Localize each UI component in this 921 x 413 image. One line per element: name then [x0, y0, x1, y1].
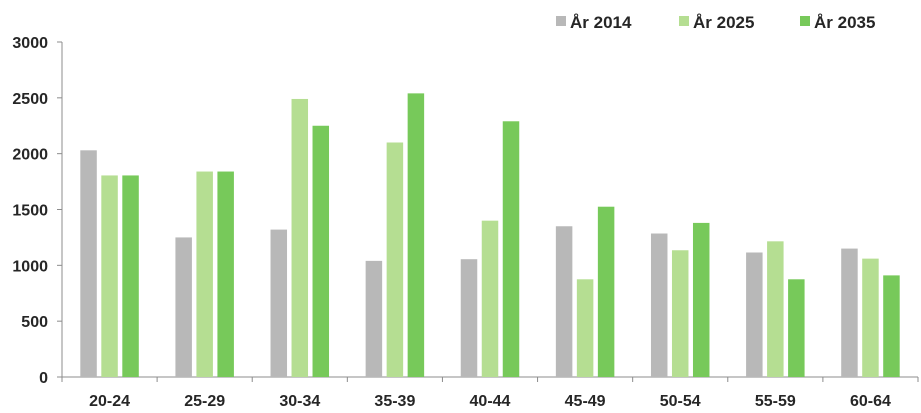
bars — [80, 93, 900, 378]
x-tick-label: 45-49 — [565, 393, 606, 410]
bar — [217, 171, 234, 377]
bar — [767, 241, 784, 377]
bar — [80, 150, 97, 377]
legend-label: År 2025 — [693, 13, 754, 32]
x-tick-label: 40-44 — [470, 393, 511, 410]
bar — [502, 121, 520, 378]
x-tick-label: 55-59 — [755, 393, 796, 410]
bar — [746, 252, 763, 377]
legend-swatch — [556, 16, 566, 26]
bar — [576, 279, 594, 377]
bar — [841, 248, 858, 377]
bar — [597, 206, 615, 377]
y-tick-label: 1000 — [12, 258, 48, 275]
x-tick-label: 50-54 — [660, 393, 701, 410]
x-tick-label: 60-64 — [850, 393, 891, 410]
legend: År 2014 År 2025 År 2035 — [556, 13, 875, 32]
y-tick-label: 0 — [39, 370, 48, 387]
legend-swatch — [679, 16, 689, 26]
x-tick-label: 35-39 — [374, 393, 415, 410]
bar — [692, 222, 710, 377]
y-tick-label: 2500 — [12, 91, 48, 108]
bar — [460, 259, 478, 377]
bar — [788, 279, 805, 377]
bar — [175, 237, 192, 377]
bar — [671, 250, 689, 377]
legend-label: År 2035 — [814, 13, 875, 32]
bar — [481, 220, 499, 377]
bar — [196, 171, 213, 377]
legend-label: År 2014 — [570, 13, 632, 32]
axes: 0 500 1000 1500 2000 2500 3000 20-24 25-29 30-34 3… — [12, 35, 919, 410]
x-tick-label: 30-34 — [279, 393, 320, 410]
bar — [862, 258, 879, 377]
bar — [386, 142, 404, 377]
bar — [101, 175, 118, 377]
x-tick-label: 25-29 — [184, 393, 225, 410]
bar — [555, 226, 573, 377]
y-tick-label: 2000 — [12, 147, 48, 164]
y-tick-label: 500 — [21, 314, 48, 331]
bar — [365, 260, 383, 377]
bar — [122, 175, 139, 377]
x-tick-label: 20-24 — [89, 393, 130, 410]
bar — [407, 93, 425, 377]
legend-swatch — [800, 16, 810, 26]
bar — [312, 125, 330, 377]
y-tick-label: 1500 — [12, 203, 48, 220]
y-tick-label: 3000 — [12, 35, 48, 52]
bar — [291, 98, 309, 377]
bar — [883, 275, 900, 377]
bar — [650, 233, 668, 377]
bar — [270, 229, 288, 377]
